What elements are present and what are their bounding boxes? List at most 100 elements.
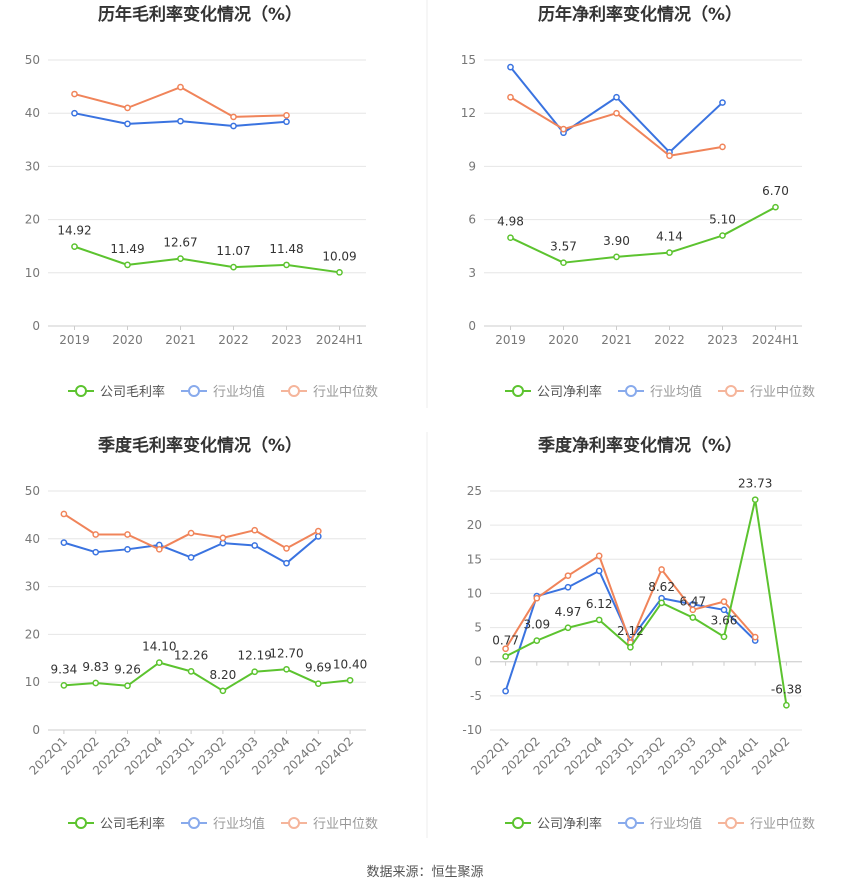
y-tick-label: 20 [25, 213, 40, 227]
legend-item-industry_median: 行业中位数 [281, 385, 378, 400]
y-tick-label: 6 [468, 213, 476, 227]
data-point-industry_median [219, 534, 227, 542]
legend-label: 公司毛利率 [100, 816, 165, 832]
y-tick-label: 12 [461, 106, 476, 120]
data-point-industry_median [314, 527, 322, 535]
legend-swatch-marker [188, 385, 200, 397]
y-tick-label: 25 [467, 484, 482, 498]
data-point-company [251, 668, 259, 676]
data-point-company [60, 682, 68, 689]
data-point-company [124, 682, 131, 690]
y-tick-label: 30 [25, 580, 40, 594]
y-tick-label: 9 [468, 159, 476, 173]
data-label: 10.40 [333, 657, 367, 671]
y-tick-label: 40 [25, 532, 40, 546]
data-point-industry_median [283, 545, 290, 552]
y-tick-label: 0 [32, 319, 40, 333]
legend-item-industry_avg: 行业均值 [618, 816, 702, 832]
data-label: 9.83 [82, 660, 109, 674]
legend-item-company: 公司净利率 [505, 816, 602, 832]
data-point-industry_median [751, 633, 759, 641]
legend-label: 行业均值 [650, 384, 702, 400]
legend-label: 行业均值 [213, 816, 265, 832]
data-point-industry_median [283, 111, 290, 119]
data-label: 11.49 [110, 242, 144, 256]
data-label: 23.73 [738, 477, 772, 491]
data-point-industry_avg [314, 533, 322, 540]
legend-swatch-marker [625, 385, 637, 397]
data-point-company [92, 679, 100, 687]
legend-swatch-marker [725, 817, 737, 829]
data-point-industry_avg [219, 539, 227, 547]
data-point-industry_median [71, 90, 78, 98]
data-point-industry_median [719, 143, 726, 151]
legend-label: 行业中位数 [313, 817, 378, 832]
data-point-company [720, 633, 728, 641]
series-line-company [74, 245, 340, 274]
data-point-company [314, 680, 322, 688]
data-point-company [533, 637, 541, 644]
data-point-company [283, 261, 290, 269]
x-tick-label: 2023 [707, 333, 738, 347]
chart-title: 历年净利率变化情况（%） [538, 4, 742, 25]
data-point-industry_avg [595, 567, 603, 575]
data-point-industry_avg [283, 559, 290, 567]
chart-title: 季度毛利率变化情况（%） [98, 435, 302, 456]
data-point-company [658, 599, 665, 607]
y-tick-label: 10 [25, 266, 40, 280]
data-label: 12.19 [238, 649, 272, 663]
y-tick-label: 5 [474, 621, 482, 635]
data-point-industry_median [230, 113, 237, 121]
data-label: 9.34 [51, 662, 78, 676]
data-point-company [502, 653, 509, 660]
x-tick-label: 2024H1 [752, 333, 799, 347]
y-tick-label: 10 [25, 675, 40, 689]
chart-annual-gross: 历年毛利率变化情况（%） 0 10 20 30 40 50 2019 2020 2021 2022 2… [25, 4, 378, 400]
legend-swatch-marker [75, 385, 87, 397]
data-point-industry_median [124, 104, 131, 112]
chart-title: 历年毛利率变化情况（%） [98, 4, 302, 25]
x-tick-label: 2020 [112, 333, 143, 347]
legend-item-industry_median: 行业中位数 [281, 817, 378, 832]
legend-swatch-marker [512, 385, 524, 397]
x-tick-label: 2021 [601, 333, 632, 347]
data-point-industry_avg [60, 539, 68, 546]
legend-item-industry_median: 行业中位数 [718, 817, 815, 832]
data-label: 14.10 [142, 640, 176, 654]
y-tick-label: 0 [32, 723, 40, 737]
data-point-company [689, 614, 697, 621]
data-point-industry_median [187, 529, 195, 537]
data-point-company [613, 253, 620, 261]
y-tick-label: 30 [25, 159, 40, 173]
data-point-company [751, 496, 759, 504]
data-point-company [783, 701, 790, 709]
data-point-company [283, 665, 290, 673]
x-tick-label: 2022 [654, 333, 685, 347]
data-label: 10.09 [322, 249, 356, 263]
data-point-company [71, 243, 78, 250]
data-label: 0.77 [492, 633, 519, 647]
legend-swatch-marker [75, 817, 87, 829]
y-tick-label: 50 [25, 484, 40, 498]
legend-label: 公司毛利率 [100, 384, 165, 400]
data-point-company [564, 624, 572, 632]
series-line-company [63, 661, 351, 692]
data-point-industry_avg [230, 122, 237, 130]
data-label: -6.38 [771, 682, 802, 696]
x-tick-label: 2022 [218, 333, 249, 347]
data-label: 5.10 [709, 213, 736, 227]
data-point-industry_median [560, 125, 567, 133]
data-label: 8.62 [648, 580, 675, 594]
legend-item-industry_avg: 行业均值 [181, 384, 265, 400]
y-tick-label: -5 [470, 689, 482, 703]
legend-item-company: 公司毛利率 [68, 384, 165, 400]
data-label: 11.07 [216, 244, 250, 258]
data-point-industry_avg [613, 93, 620, 101]
data-point-company [177, 255, 184, 262]
data-point-industry_avg [720, 606, 728, 614]
y-tick-label: 20 [25, 627, 40, 641]
data-point-company [346, 676, 354, 684]
legend-item-industry_avg: 行业均值 [618, 384, 702, 400]
x-tick-label: 2019 [495, 333, 526, 347]
series-line-company [505, 498, 788, 706]
